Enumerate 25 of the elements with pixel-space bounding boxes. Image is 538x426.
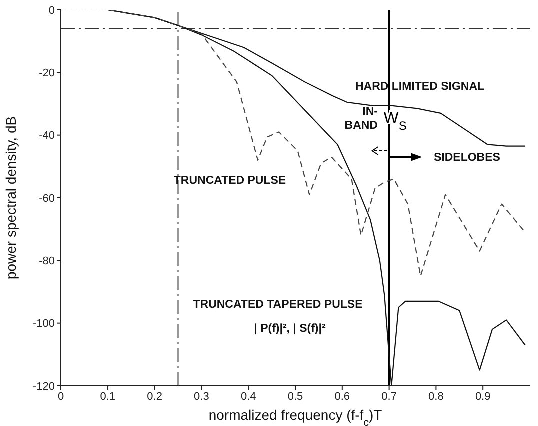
y-tick-label: -120	[32, 380, 55, 393]
x-tick-label: 0.2	[147, 390, 162, 403]
x-axis-title: normalized frequency (f-f$_{c}$)T	[208, 407, 383, 426]
x-tick-label: 0.7	[382, 390, 397, 403]
x-tick-label: 0.1	[100, 390, 116, 403]
x-tick-label: 0.4	[240, 390, 256, 403]
x-tick-label: 0.6	[334, 390, 350, 403]
annotation: TRUNCATED TAPERED PULSE	[193, 299, 364, 311]
y-tick-label: -80	[39, 256, 55, 268]
y-tick-label: -20	[39, 68, 55, 80]
x-tick-label: 0.5	[288, 390, 304, 403]
x-tick-label: 0.8	[428, 390, 444, 403]
x-tick-label: 0.9	[475, 390, 491, 403]
y-tick-label: -60	[39, 192, 55, 205]
annotation: SIDELOBES	[434, 152, 501, 164]
y-tick-label: -40	[39, 130, 55, 142]
y-tick-label: 0	[48, 4, 55, 17]
annotation: HARD LIMITED SIGNAL	[355, 81, 485, 93]
x-tick-label: 0	[58, 390, 64, 403]
y-axis-title: power spectral density, dB	[3, 116, 19, 280]
annotation: IN-BAND	[344, 106, 378, 132]
annotation: | P(f)|², | S(f)|²	[254, 323, 326, 335]
annotation: TRUNCATED PULSE	[174, 175, 286, 187]
y-tick-label: -100	[32, 318, 55, 330]
x-tick-label: 0.3	[194, 390, 210, 403]
